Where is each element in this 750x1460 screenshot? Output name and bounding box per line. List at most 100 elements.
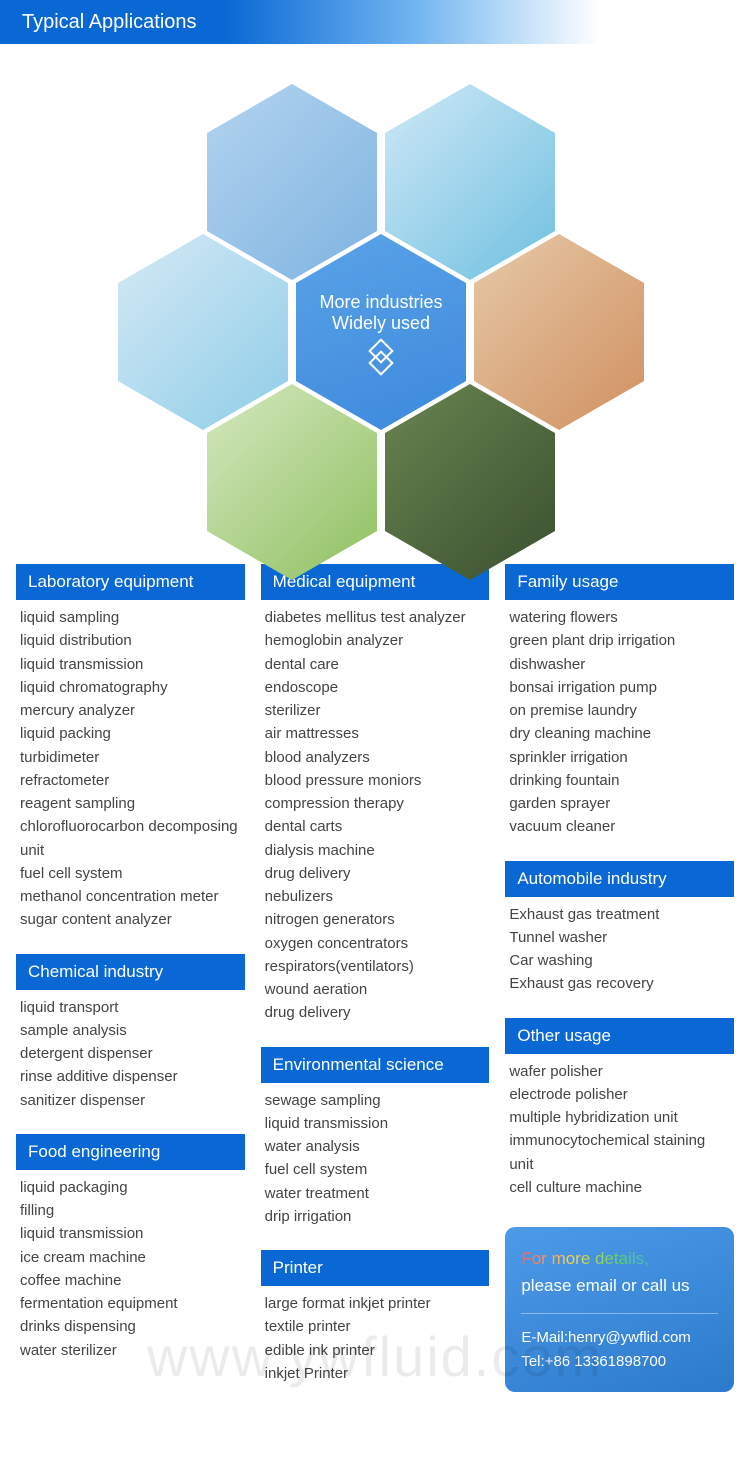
list-item: fermentation equipment xyxy=(20,1292,241,1315)
section-list: large format inkjet printertextile print… xyxy=(261,1286,490,1399)
list-item: water treatment xyxy=(265,1182,486,1205)
list-item: blood pressure moniors xyxy=(265,769,486,792)
list-item: rinse additive dispenser xyxy=(20,1065,241,1088)
hex-beaker xyxy=(385,84,555,280)
list-item: sanitizer dispenser xyxy=(20,1089,241,1112)
list-item: hemoglobin analyzer xyxy=(265,629,486,652)
contact-tel: Tel:+86 13361898700 xyxy=(521,1350,718,1374)
list-item: liquid transmission xyxy=(265,1112,486,1135)
list-item: diabetes mellitus test analyzer xyxy=(265,606,486,629)
list-item: watering flowers xyxy=(509,606,730,629)
list-item: cell culture machine xyxy=(509,1176,730,1199)
list-item: drug delivery xyxy=(265,1001,486,1024)
hex-flask xyxy=(118,234,288,430)
section-list: liquid transportsample analysisdetergent… xyxy=(16,990,245,1126)
list-item: turbidimeter xyxy=(20,746,241,769)
hex-medical-equipment xyxy=(207,84,377,280)
list-item: fuel cell system xyxy=(20,862,241,885)
section-list: watering flowersgreen plant drip irrigat… xyxy=(505,600,734,853)
list-item: chlorofluorocarbon decomposing unit xyxy=(20,815,241,862)
section-header: Environmental science xyxy=(261,1047,490,1083)
list-item: dental carts xyxy=(265,815,486,838)
list-item: sewage sampling xyxy=(265,1089,486,1112)
list-item: dishwasher xyxy=(509,653,730,676)
list-item: wafer polisher xyxy=(509,1060,730,1083)
hex-food xyxy=(474,234,644,430)
list-item: liquid transport xyxy=(20,996,241,1019)
list-item: sugar content analyzer xyxy=(20,908,241,931)
list-item: fuel cell system xyxy=(265,1158,486,1181)
contact-cta-line1: For more details, xyxy=(521,1245,718,1272)
section-list: sewage samplingliquid transmissionwater … xyxy=(261,1083,490,1243)
section-header: Food engineering xyxy=(16,1134,245,1170)
list-item: methanol concentration meter xyxy=(20,885,241,908)
list-item: Tunnel washer xyxy=(509,926,730,949)
list-item: sample analysis xyxy=(20,1019,241,1042)
contact-cta-line2: please email or call us xyxy=(521,1272,718,1299)
section-header: Printer xyxy=(261,1250,490,1286)
list-item: nitrogen generators xyxy=(265,908,486,931)
list-item: green plant drip irrigation xyxy=(509,629,730,652)
section-header: Family usage xyxy=(505,564,734,600)
list-item: filling xyxy=(20,1199,241,1222)
list-item: mercury analyzer xyxy=(20,699,241,722)
section-header: Automobile industry xyxy=(505,861,734,897)
list-item: liquid transmission xyxy=(20,653,241,676)
list-item: compression therapy xyxy=(265,792,486,815)
column-middle: Medical equipmentdiabetes mellitus test … xyxy=(261,564,490,1399)
list-item: wound aeration xyxy=(265,978,486,1001)
contact-box: For more details,please email or call us… xyxy=(505,1227,734,1392)
list-item: garden sprayer xyxy=(509,792,730,815)
list-item: sprinkler irrigation xyxy=(509,746,730,769)
hex-recycle xyxy=(207,384,377,580)
page-header: Typical Applications xyxy=(0,0,750,44)
section-list: diabetes mellitus test analyzerhemoglobi… xyxy=(261,600,490,1039)
list-item: drug delivery xyxy=(265,862,486,885)
list-item: drip irrigation xyxy=(265,1205,486,1228)
section-list: liquid samplingliquid distributionliquid… xyxy=(16,600,245,946)
list-item: liquid distribution xyxy=(20,629,241,652)
list-item: liquid sampling xyxy=(20,606,241,629)
list-item: refractometer xyxy=(20,769,241,792)
section-header: Other usage xyxy=(505,1018,734,1054)
hex-sprinkler xyxy=(385,384,555,580)
list-item: bonsai irrigation pump xyxy=(509,676,730,699)
list-item: electrode polisher xyxy=(509,1083,730,1106)
section-header: Chemical industry xyxy=(16,954,245,990)
section-list: wafer polisherelectrode polishermultiple… xyxy=(505,1054,734,1214)
list-item: liquid packaging xyxy=(20,1176,241,1199)
list-item: water sterilizer xyxy=(20,1339,241,1362)
diamond-icon xyxy=(367,344,395,372)
list-item: liquid chromatography xyxy=(20,676,241,699)
list-item: edible ink printer xyxy=(265,1339,486,1362)
list-item: reagent sampling xyxy=(20,792,241,815)
list-item: air mattresses xyxy=(265,722,486,745)
list-item: endoscope xyxy=(265,676,486,699)
application-columns: Laboratory equipmentliquid samplingliqui… xyxy=(0,564,750,1429)
hex-center-line1: More industries xyxy=(319,292,442,313)
list-item: multiple hybridization unit xyxy=(509,1106,730,1129)
hexagon-graphic: More industries Widely used xyxy=(0,84,750,564)
list-item: on premise laundry xyxy=(509,699,730,722)
column-left: Laboratory equipmentliquid samplingliqui… xyxy=(16,564,245,1399)
contact-email: E-Mail:henry@ywflid.com xyxy=(521,1326,718,1350)
list-item: Exhaust gas treatment xyxy=(509,903,730,926)
list-item: dry cleaning machine xyxy=(509,722,730,745)
list-item: liquid packing xyxy=(20,722,241,745)
list-item: detergent dispenser xyxy=(20,1042,241,1065)
list-item: dental care xyxy=(265,653,486,676)
list-item: water analysis xyxy=(265,1135,486,1158)
list-item: coffee machine xyxy=(20,1269,241,1292)
list-item: vacuum cleaner xyxy=(509,815,730,838)
page-title: Typical Applications xyxy=(0,11,197,34)
list-item: dialysis machine xyxy=(265,839,486,862)
list-item: blood analyzers xyxy=(265,746,486,769)
list-item: Exhaust gas recovery xyxy=(509,972,730,995)
contact-divider xyxy=(521,1313,718,1314)
list-item: immunocytochemical staining unit xyxy=(509,1129,730,1176)
list-item: textile printer xyxy=(265,1315,486,1338)
list-item: ice cream machine xyxy=(20,1246,241,1269)
list-item: nebulizers xyxy=(265,885,486,908)
list-item: sterilizer xyxy=(265,699,486,722)
list-item: large format inkjet printer xyxy=(265,1292,486,1315)
